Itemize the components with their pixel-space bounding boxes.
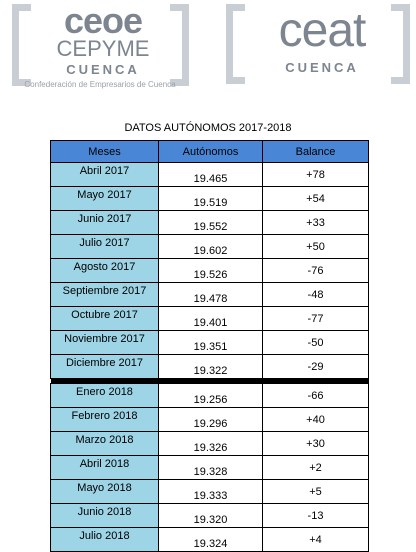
autonomos-cell: 19.351 (158, 330, 263, 355)
month-cell: Abril 2018 (50, 455, 159, 480)
balance-cell: +78 (262, 162, 369, 187)
table-row: Diciembre 2017 19.322 -29 (50, 354, 369, 379)
month-cell: Mayo 2017 (50, 186, 159, 211)
year-separator (50, 378, 369, 384)
balance-cell: -50 (262, 330, 369, 355)
autonomos-cell: 19.320 (158, 503, 263, 528)
month-cell: Mayo 2018 (50, 479, 159, 504)
header-autonomos: Autónomos (158, 140, 263, 163)
month-cell: Diciembre 2017 (50, 354, 159, 379)
table-row: Mayo 2017 19.519 +54 (50, 186, 369, 211)
table-row: Julio 2017 19.602 +50 (50, 234, 369, 259)
month-cell: Febrero 2018 (50, 407, 159, 432)
confederacion-caption: Confederación de Empresarios de Cuenca (24, 80, 176, 89)
autonomos-cell: 19.465 (158, 162, 263, 187)
header-balance: Balance (262, 140, 369, 163)
month-cell: Octubre 2017 (50, 306, 159, 331)
ceoe-wordmark: ceoe (63, 0, 143, 41)
month-cell: Septiembre 2017 (50, 282, 159, 307)
month-cell: Julio 2018 (50, 527, 159, 552)
balance-cell: -76 (262, 258, 369, 283)
cuenca-label-right: CUENCA (285, 60, 359, 75)
table-row: Abril 2018 19.328 +2 (50, 455, 369, 480)
balance-cell: +30 (262, 431, 369, 456)
autonomos-cell: 19.328 (158, 455, 263, 480)
autonomos-cell: 19.324 (158, 527, 263, 552)
cuenca-label-left: CUENCA (66, 62, 140, 77)
autonomos-cell: 19.326 (158, 431, 263, 456)
autonomos-cell: 19.256 (158, 383, 263, 408)
cepyme-wordmark: CEPYME (56, 36, 150, 61)
month-cell: Agosto 2017 (50, 258, 159, 283)
autonomos-table: Meses Autónomos Balance Abril 2017 19.465… (50, 140, 369, 552)
logo-bracket-left (12, 4, 31, 86)
separator-cell (50, 378, 159, 384)
month-cell: Marzo 2018 (50, 431, 159, 456)
ceoe-cepyme-logo: ceoe CEPYME CUENCA Confederación de Empr… (10, 0, 189, 94)
table-row: Junio 2017 19.552 +33 (50, 210, 369, 235)
autonomos-cell: 19.478 (158, 282, 263, 307)
balance-cell: +54 (262, 186, 369, 211)
autonomos-cell: 19.526 (158, 258, 263, 283)
ceat-logo: ceat CUENCA (226, 4, 412, 84)
logo-bracket-right (170, 4, 189, 86)
logo-bracket-right (391, 4, 410, 84)
autonomos-cell: 19.602 (158, 234, 263, 259)
ceat-wordmark: ceat (278, 4, 367, 57)
table-row: Septiembre 2017 19.478 -48 (50, 282, 369, 307)
month-cell: Julio 2017 (50, 234, 159, 259)
balance-cell: +5 (262, 479, 369, 504)
table-row: Octubre 2017 19.401 -77 (50, 306, 369, 331)
table-row: Mayo 2018 19.333 +5 (50, 479, 369, 504)
table-row: Febrero 2018 19.296 +40 (50, 407, 369, 432)
table-row: Julio 2018 19.324 +4 (50, 527, 369, 552)
month-cell: Abril 2017 (50, 162, 159, 187)
header-meses: Meses (50, 140, 159, 163)
balance-cell: -13 (262, 503, 369, 528)
autonomos-cell: 19.401 (158, 306, 263, 331)
table-row: Junio 2018 19.320 -13 (50, 503, 369, 528)
page-title: DATOS AUTÓNOMOS 2017-2018 (124, 122, 292, 134)
table-row: Enero 2018 19.256 -66 (50, 383, 369, 408)
balance-cell: +2 (262, 455, 369, 480)
month-cell: Junio 2017 (50, 210, 159, 235)
autonomos-cell: 19.519 (158, 186, 263, 211)
balance-cell: +50 (262, 234, 369, 259)
logo-bracket-left (226, 4, 245, 84)
balance-cell: +4 (262, 527, 369, 552)
balance-cell: +40 (262, 407, 369, 432)
separator-cell (158, 378, 263, 384)
autonomos-cell: 19.322 (158, 354, 263, 379)
autonomos-cell: 19.296 (158, 407, 263, 432)
balance-cell: -66 (262, 383, 369, 408)
autonomos-cell: 19.333 (158, 479, 263, 504)
table-row: Abril 2017 19.465 +78 (50, 162, 369, 187)
balance-cell: -48 (262, 282, 369, 307)
separator-cell (262, 378, 369, 384)
month-cell: Enero 2018 (50, 383, 159, 408)
table-row: Noviembre 2017 19.351 -50 (50, 330, 369, 355)
table-row: Marzo 2018 19.326 +30 (50, 431, 369, 456)
month-cell: Noviembre 2017 (50, 330, 159, 355)
balance-cell: -77 (262, 306, 369, 331)
table-row: Agosto 2017 19.526 -76 (50, 258, 369, 283)
balance-cell: -29 (262, 354, 369, 379)
table-header-row: Meses Autónomos Balance (50, 140, 369, 163)
month-cell: Junio 2018 (50, 503, 159, 528)
balance-cell: +33 (262, 210, 369, 235)
autonomos-cell: 19.552 (158, 210, 263, 235)
